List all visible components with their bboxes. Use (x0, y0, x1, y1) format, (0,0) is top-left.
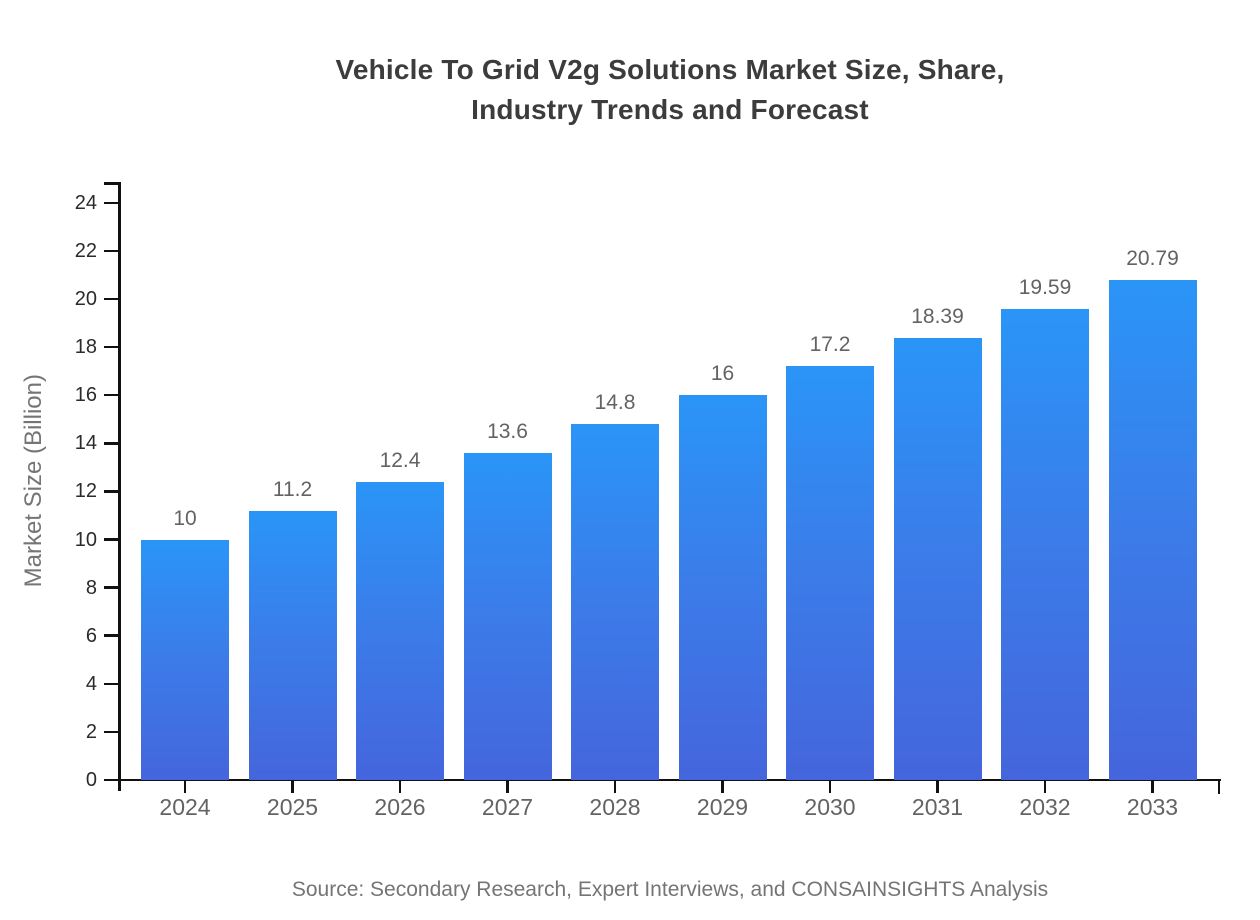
y-tick (104, 682, 118, 686)
plot-area: 0 2 4 6 8 10 12 14 16 18 20 22 24 10 2024 11.2 2025 12.4 2… (75, 182, 1221, 820)
bar (786, 366, 874, 780)
source-note: Source: Secondary Research, Expert Inter… (291, 878, 1049, 901)
y-tick (104, 442, 118, 445)
y-tick-label: 0 (85, 769, 97, 791)
y-tick-label: 6 (85, 624, 97, 647)
x-tick-label: 2033 (1126, 794, 1179, 820)
chart-title-line-1: Vehicle To Grid V2g Solutions Market Siz… (335, 54, 1005, 85)
bar (463, 452, 552, 780)
x-axis-end-tick (1217, 778, 1221, 794)
x-tick-label: 2025 (266, 794, 319, 820)
y-tick-label: 2 (85, 720, 97, 743)
bar-value-label: 10 (173, 506, 197, 530)
y-tick (104, 586, 118, 589)
x-tick-label: 2029 (696, 794, 749, 820)
bar-value-label: 16 (710, 362, 735, 386)
y-axis-line (118, 182, 121, 791)
x-tick-label: 2024 (159, 794, 211, 820)
bar (571, 424, 659, 780)
x-tick-label: 2030 (804, 794, 856, 820)
bar-value-label: 17.2 (809, 333, 851, 357)
x-tick-label: 2026 (374, 794, 426, 820)
bar (893, 337, 982, 780)
y-tick-label: 4 (85, 672, 97, 695)
x-tick-label: 2031 (911, 794, 964, 820)
y-tick-label: 20 (74, 288, 97, 310)
bar-value-label: 19.59 (1018, 275, 1072, 299)
y-tick-label: 8 (85, 576, 97, 599)
y-tick-label: 24 (74, 191, 97, 214)
x-axis-line (118, 778, 1221, 782)
y-tick-label: 18 (74, 336, 97, 359)
x-tick-label: 2028 (589, 794, 641, 820)
bar-value-label: 14.8 (594, 391, 636, 415)
y-tick (104, 345, 118, 349)
chart-title: Vehicle To Grid V2g Solutions Market Siz… (120, 50, 1220, 130)
y-tick-label: 12 (74, 480, 97, 503)
y-tick (104, 249, 118, 253)
x-tick (721, 780, 724, 793)
y-tick (104, 730, 118, 734)
bar-value-label: 20.79 (1126, 247, 1179, 270)
x-tick (183, 780, 187, 793)
x-tick-label: 2032 (1019, 794, 1071, 820)
x-tick (828, 780, 832, 793)
x-tick (1151, 780, 1154, 793)
bar-value-label: 18.39 (911, 304, 964, 328)
y-axis-end-tick (104, 182, 118, 185)
y-tick (104, 201, 118, 205)
bar (248, 510, 337, 780)
bar (141, 539, 229, 780)
bar-value-label: 12.4 (379, 448, 421, 472)
y-axis-title: Market Size (Billion) (20, 374, 47, 588)
y-tick (104, 538, 118, 541)
bar (1108, 280, 1197, 780)
x-tick (506, 780, 509, 793)
x-tick (613, 780, 617, 793)
x-tick (398, 780, 402, 793)
y-tick (104, 393, 118, 397)
y-tick (104, 297, 118, 301)
y-tick (104, 490, 118, 493)
y-tick-label: 16 (74, 384, 97, 407)
y-tick-label: 10 (74, 528, 97, 551)
bar-value-label: 11.2 (272, 477, 313, 501)
y-tick-label: 14 (74, 432, 97, 455)
y-tick (104, 634, 118, 637)
x-tick-label: 2027 (481, 794, 534, 820)
chart-title-line-2: Industry Trends and Forecast (471, 94, 869, 125)
x-tick (1043, 780, 1047, 793)
bar-value-label: 13.6 (487, 419, 528, 443)
bar (356, 481, 444, 780)
x-tick (936, 780, 939, 793)
bar (1001, 308, 1089, 780)
y-tick (104, 778, 118, 782)
x-tick (291, 780, 294, 793)
bar (678, 395, 767, 780)
y-tick-label: 22 (74, 239, 97, 262)
